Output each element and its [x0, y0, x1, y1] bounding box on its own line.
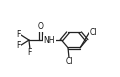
- Text: F: F: [28, 48, 32, 57]
- Text: NH: NH: [44, 36, 55, 45]
- Text: F: F: [16, 30, 21, 39]
- Text: Cl: Cl: [89, 28, 97, 37]
- Text: Cl: Cl: [65, 57, 73, 66]
- Text: O: O: [37, 22, 43, 31]
- Text: F: F: [16, 41, 21, 50]
